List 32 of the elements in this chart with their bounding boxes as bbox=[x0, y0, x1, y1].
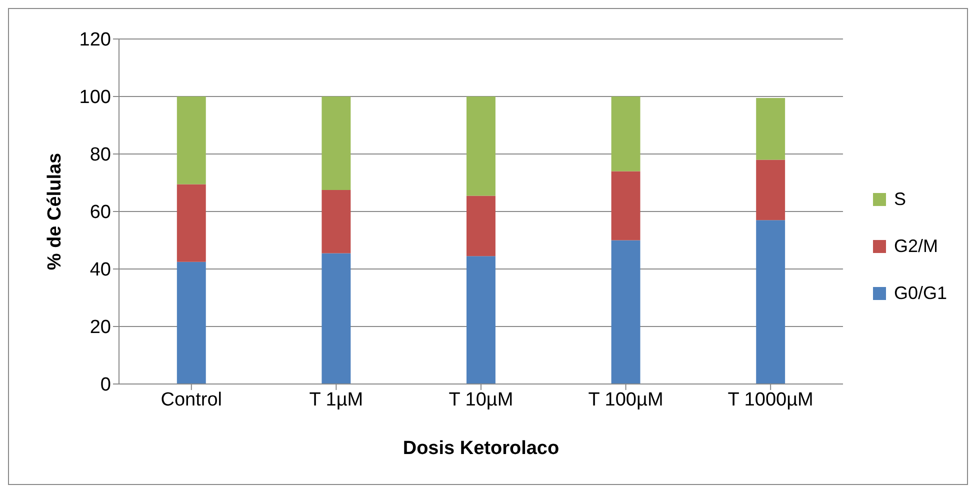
bar bbox=[176, 184, 206, 262]
x-tick-label: Control bbox=[160, 389, 222, 410]
bar bbox=[322, 190, 351, 254]
x-tick-label: T 1000µM bbox=[728, 389, 814, 410]
legend-label: G0/G1 bbox=[894, 283, 947, 304]
legend-label: G2/M bbox=[894, 236, 938, 257]
y-tick-label: 40 bbox=[90, 260, 111, 281]
bar bbox=[176, 262, 206, 384]
y-tick-label: 80 bbox=[90, 144, 111, 166]
y-tick-label: 120 bbox=[79, 30, 111, 51]
y-tick-label: 0 bbox=[100, 374, 111, 396]
bar bbox=[756, 98, 786, 160]
x-tick-label: T 100µM bbox=[588, 389, 664, 410]
legend-label: S bbox=[894, 189, 906, 210]
x-axis-title: Dosis Ketorolaco bbox=[402, 438, 560, 459]
bar bbox=[466, 96, 496, 196]
bar bbox=[466, 196, 496, 256]
bar bbox=[322, 96, 351, 190]
bar bbox=[322, 253, 351, 384]
bar bbox=[176, 96, 206, 184]
bar bbox=[756, 160, 786, 220]
y-axis-title: % de Células bbox=[44, 152, 66, 270]
bar bbox=[611, 240, 640, 384]
bar bbox=[611, 171, 640, 240]
bar bbox=[466, 256, 496, 384]
x-tick-label: T 10µM bbox=[448, 389, 514, 410]
y-tick-label: 60 bbox=[90, 202, 111, 224]
bar bbox=[756, 220, 786, 384]
x-tick-label: T 1µM bbox=[309, 389, 364, 410]
y-tick-label: 20 bbox=[90, 317, 111, 338]
bar bbox=[611, 96, 640, 172]
y-tick-label: 100 bbox=[79, 87, 111, 108]
